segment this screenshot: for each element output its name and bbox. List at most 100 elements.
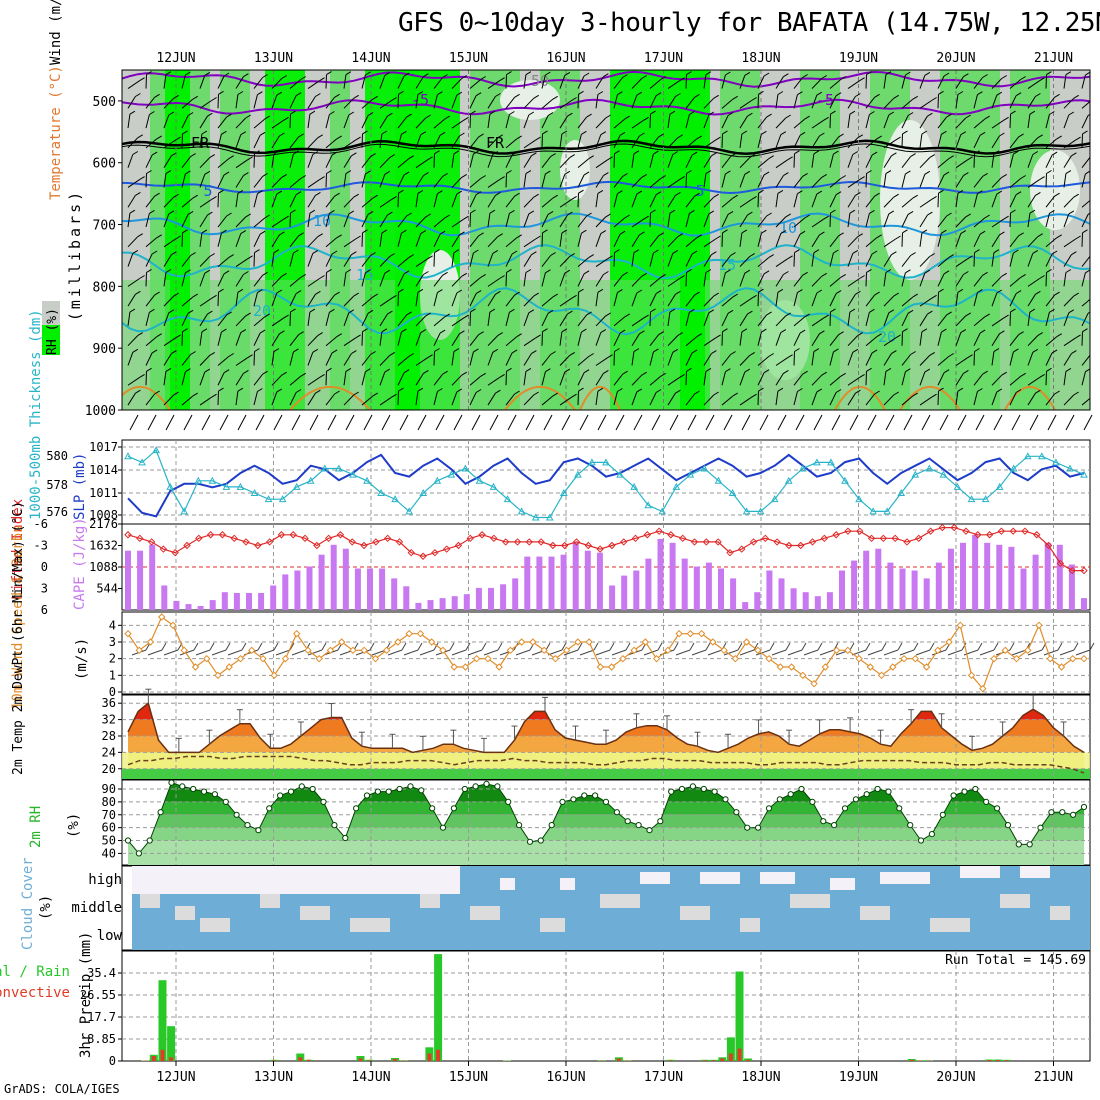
wind-barb-flag (561, 642, 567, 651)
bottom-date-label: 20JUN (936, 1070, 975, 1085)
wind-barb-flag (545, 170, 551, 175)
wind-barb-flag (444, 214, 450, 219)
wind-barb (289, 277, 302, 287)
wind-barb-flag (218, 387, 224, 392)
wind-barb (1081, 313, 1089, 327)
lifted-index-point (679, 534, 687, 543)
rh-point (624, 818, 631, 825)
wind-barb-flag (686, 367, 692, 372)
wind-barb (127, 236, 139, 248)
wind-barb-flag (633, 150, 640, 155)
wind-barb-flag (135, 290, 141, 295)
lifted-index-point (797, 541, 805, 550)
wind-barb-flag (226, 212, 232, 217)
wind-barb-flag (473, 348, 479, 353)
precip-conv-bar (737, 1048, 742, 1061)
wind-barb (649, 95, 657, 109)
thickness-point (995, 482, 1004, 490)
wind-barb-flag (1029, 110, 1036, 115)
li-tick-label: 3 (41, 582, 48, 596)
rh-point (516, 822, 523, 829)
wind-barb-flag (708, 210, 715, 215)
wind-barb (1045, 393, 1055, 406)
thickness-point (419, 488, 428, 497)
wind-barb (739, 396, 752, 406)
wind-barb-flag (433, 642, 439, 651)
cape-tick-label: 2176 (89, 517, 118, 531)
wind-barb-flag (941, 328, 947, 333)
wind-barb-flag (799, 131, 806, 136)
wind-barb-flag (348, 111, 355, 116)
wind-barb (577, 233, 582, 247)
wind-barb-flag (370, 252, 376, 256)
wind-barb-flag (705, 170, 712, 175)
wind-speed-point (889, 663, 897, 671)
temp-contour-line (1004, 385, 1056, 410)
lifted-index-point (690, 538, 699, 546)
wind-barb-flag (475, 92, 482, 97)
wind-barb (759, 414, 769, 431)
wind-barb (505, 138, 518, 149)
wind-barb (1045, 336, 1058, 347)
wind-barb (487, 114, 491, 129)
wind-barb (307, 335, 319, 347)
cloud-gap (680, 906, 710, 920)
cloud-level-label: low (97, 928, 123, 944)
wind-barb-flag (763, 369, 770, 374)
wind-barb-flag (943, 171, 950, 176)
wind-barb (703, 213, 710, 228)
wind-barb (829, 153, 834, 168)
wind-barb-flag (420, 230, 427, 235)
wind-barb-flag (946, 113, 952, 118)
wind-barb-flag (885, 367, 892, 372)
wind-barb-flag (708, 309, 715, 314)
wind-barb-flag (185, 368, 191, 373)
wind-barb-flag (276, 289, 283, 294)
cape-bar (161, 585, 168, 610)
wind-barb-flag (223, 369, 230, 374)
wind-barb-flag (489, 308, 496, 313)
lifted-index-point (761, 534, 770, 543)
wind-barb (505, 253, 513, 267)
wind-barb (127, 195, 136, 208)
wind-barb (307, 392, 316, 406)
wind-barb-flag (257, 190, 263, 195)
wind-barb-flag (257, 289, 263, 294)
wind-barb (127, 392, 136, 406)
wind-barb-flag (552, 392, 558, 397)
wind-barb (397, 273, 405, 287)
wind-speed-point (427, 638, 436, 646)
wind-speed-point (484, 654, 492, 663)
wind-barb-flag (1057, 642, 1063, 651)
precip-total-bar (434, 954, 443, 1061)
wind-barb (559, 371, 566, 386)
wind-barb-flag (727, 309, 734, 314)
wind-barb-flag (865, 642, 871, 651)
wind-barb-flag (891, 251, 897, 256)
wind-barb-flag (982, 271, 988, 276)
wind-barb (199, 297, 212, 307)
wind-barb (145, 272, 147, 287)
wind-barb (919, 297, 932, 307)
rh-point (917, 837, 925, 844)
wind-barb (325, 138, 338, 149)
wind-barb (685, 272, 687, 287)
wind-barb (235, 357, 248, 366)
wind-barb (415, 94, 419, 109)
wind-barb-flag (603, 271, 609, 275)
thickness-point (672, 482, 681, 490)
wind-barb-flag (348, 210, 355, 215)
wind-barb (483, 649, 499, 656)
wind-barb (361, 232, 363, 247)
wind-barb (271, 317, 284, 327)
wind-barb (865, 138, 878, 149)
wind-barb (199, 331, 203, 346)
wind-barb-flag (475, 191, 482, 196)
wind-barb-flag (175, 334, 181, 339)
wind-speed-point (191, 663, 200, 671)
wind-barb (973, 77, 983, 89)
wind-barb-flag (715, 136, 721, 141)
wind-barb-flag (567, 310, 573, 315)
wind-barb (291, 649, 307, 656)
